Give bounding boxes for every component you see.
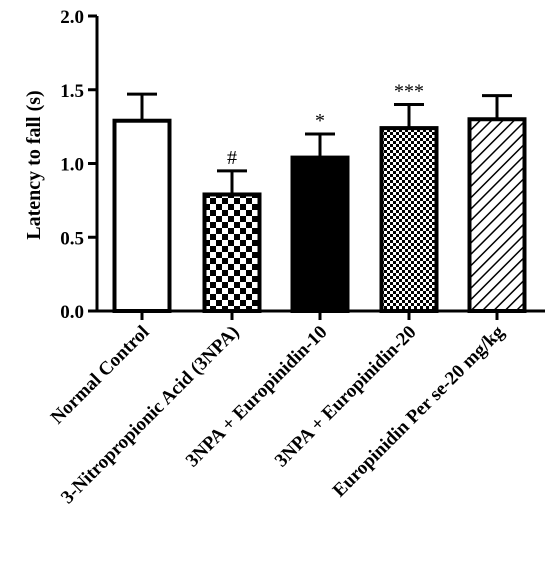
x-category-label: 3NPA + Europinidin-10 bbox=[182, 322, 332, 472]
significance-marker: # bbox=[227, 147, 237, 169]
bar bbox=[290, 155, 350, 313]
y-tick-label: 1.0 bbox=[60, 155, 84, 176]
y-tick-label: 2.0 bbox=[60, 7, 84, 28]
x-category-label: 3-Nitropropionic Acid (3NPA) bbox=[57, 322, 244, 509]
significance-marker: * bbox=[315, 110, 325, 132]
x-category-label: Europinidin Per se-20 mg/kg bbox=[329, 321, 509, 501]
bar bbox=[112, 118, 172, 313]
y-tick-label: 1.5 bbox=[60, 81, 84, 102]
y-axis: 0.0 0.5 1.0 1.5 2.0 bbox=[60, 7, 99, 323]
y-axis-label: Latency to fall (s) bbox=[23, 90, 45, 239]
y-tick-label: 0.5 bbox=[60, 228, 84, 249]
bar bbox=[202, 192, 262, 314]
bars-group: #**** bbox=[112, 81, 527, 314]
bar bbox=[379, 126, 439, 313]
y-tick-label: 0.0 bbox=[60, 302, 84, 323]
bar bbox=[467, 117, 527, 313]
significance-marker: *** bbox=[394, 81, 424, 103]
